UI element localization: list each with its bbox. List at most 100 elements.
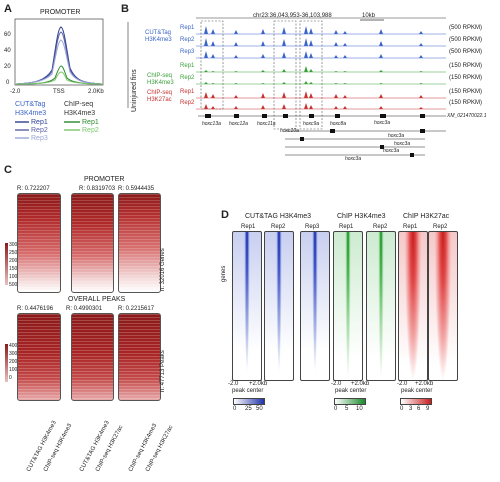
- panel-d-rep-label-1: Rep1: [241, 224, 256, 230]
- track-signal-peak: [261, 41, 265, 46]
- panel-d-group-chip-h3k27ac: ChIP H3K27ac: [403, 213, 450, 220]
- track-signal-peak: [343, 95, 347, 98]
- panel-a-legend-chip-rep2: Rep2: [82, 127, 99, 134]
- track-signal-peak: [234, 42, 238, 46]
- panel-a-cut-rep2-line: [15, 31, 103, 85]
- track-signal-peak: [343, 55, 347, 58]
- track-signal-peak: [334, 94, 338, 98]
- track-signal-peak: [343, 106, 347, 109]
- track-signal-peak: [334, 30, 338, 34]
- track-signal-peak: [379, 70, 383, 72]
- panel-d-scale1-0: 0: [233, 406, 237, 412]
- panel-d-group-cut-h3k4me3: CUT&TAG H3K4me3: [245, 213, 311, 220]
- panel-b-track5-range: (150 RPKM): [449, 75, 483, 81]
- panel-d-rep-label-2: Rep2: [271, 224, 286, 230]
- track-signal-peak: [282, 39, 286, 46]
- track-signal-peak: [304, 66, 308, 72]
- panel-b-group3-title1: ChIP-seq: [147, 90, 173, 96]
- panel-b-highlight-box-2: [273, 20, 297, 130]
- panel-a-xtick-left: -2.0: [10, 89, 21, 95]
- panel-a-chip-rep2-line: [15, 71, 103, 85]
- panel-c-promoter-scale-20000: 20000: [9, 258, 23, 264]
- panel-a-legend-cut-rep1: Rep1: [31, 119, 48, 126]
- panel-b-exon: [283, 114, 288, 118]
- track-signal-peak: [282, 82, 286, 84]
- track-signal-peak: [419, 43, 423, 46]
- panel-label-b: B: [121, 3, 129, 15]
- panel-c-promoter-scale-10000: 10000: [9, 274, 23, 280]
- panel-b-track2-range: (500 RPKM): [449, 37, 483, 43]
- track-signal-peak: [419, 95, 423, 98]
- track-signal-peak: [379, 94, 383, 98]
- track-signal-peak: [419, 31, 423, 34]
- panel-b-track7-range: (150 RPKM): [449, 100, 483, 106]
- panel-a-xtick-right: 2.0Kb: [88, 89, 104, 95]
- panel-b-track5-rep: Rep2: [180, 75, 195, 81]
- panel-d-axis1-right: +2.0kb: [249, 381, 268, 387]
- panel-a-legend-cut-title1: CUT&Tag: [15, 101, 46, 108]
- track-signal-peak: [334, 42, 338, 46]
- track-signal-peak: [234, 30, 238, 34]
- track-signal-peak: [334, 71, 338, 72]
- track-signal-peak: [211, 29, 215, 34]
- panel-a-frame: [14, 18, 104, 86]
- track-signal-peak: [204, 104, 208, 109]
- panel-d-scale2-5: 5: [345, 406, 349, 412]
- track-signal-peak: [211, 71, 215, 72]
- panel-d-rep-label-6: Rep1: [403, 224, 418, 230]
- panel-d-heatmap-cut-rep3: [300, 231, 330, 381]
- panel-b-gene-hoxc13a: hoxc13a: [202, 121, 221, 127]
- panel-a-legend-chip-title2: H3K4me3: [64, 110, 96, 117]
- panel-a-ytick-40: 40: [4, 48, 11, 54]
- panel-b-exon: [420, 129, 425, 133]
- panel-d-heatmap-chip-h3k4me3-rep1: [333, 231, 363, 381]
- track-signal-peak: [211, 106, 215, 109]
- track-signal-peak: [304, 38, 308, 46]
- track-signal-peak: [234, 55, 238, 58]
- panel-d-axis2-sub: peak center: [335, 388, 367, 394]
- panel-d-colorbar-green: [334, 398, 366, 405]
- panel-b-exon: [309, 114, 314, 118]
- track-signal-peak: [379, 54, 383, 58]
- panel-b-exon: [380, 145, 384, 149]
- panel-c-peaks-scale-30000: 30000: [9, 351, 23, 357]
- panel-b-track3-rep: Rep3: [180, 49, 195, 55]
- panel-d-colorbar-red: [400, 398, 432, 405]
- track-signal-peak: [304, 103, 308, 109]
- panel-d-axis2-right: +2.0kb: [351, 381, 370, 387]
- panel-label-d: D: [221, 209, 229, 221]
- panel-b-gene-hoxc3a-3: hoxc3a: [394, 141, 411, 147]
- panel-c-peaks-heatmap-1: [17, 313, 61, 401]
- panel-c-peaks-heatmap-2: [71, 313, 114, 401]
- panel-c-promoter-r3: R: 0.5944435: [118, 186, 155, 192]
- panel-c-promoter-r1: R: 0.722207: [17, 186, 50, 192]
- panel-a-ytick-60: 60: [4, 32, 11, 38]
- track-signal-peak: [204, 70, 208, 72]
- panel-a-xtick-tss: TSS: [53, 89, 65, 95]
- panel-c-promoter-scalebar: [5, 243, 8, 285]
- track-signal-peak: [379, 106, 383, 109]
- panel-d-axis1-sub: peak center: [232, 388, 264, 394]
- track-signal-peak: [304, 81, 308, 84]
- panel-c-promoter-n: n: 32016 Genes: [160, 248, 166, 291]
- panel-a-legend-cut-title2: H3K4me3: [15, 110, 47, 117]
- panel-b-group1-title1: CUT&Tag: [145, 30, 172, 36]
- panel-b-track4-rep: Rep1: [180, 63, 195, 69]
- panel-b-track1-rep: Rep1: [180, 25, 195, 31]
- panel-b-exon: [420, 114, 425, 118]
- track-signal-peak: [234, 83, 238, 84]
- panel-b-highlight-box-3: [299, 20, 323, 130]
- track-signal-peak: [211, 54, 215, 58]
- panel-c-peaks-n: n: 47713 Peaks: [160, 350, 166, 392]
- panel-c-promoter-heatmap-2: [71, 193, 114, 293]
- panel-c-promoter-heatmap-3: [118, 193, 161, 293]
- panel-a-cut-rep3-line: [15, 39, 103, 85]
- panel-b-gene-hoxc3a-5: hoxc3a: [345, 156, 362, 162]
- panel-d-scale3-0: 0: [400, 406, 404, 412]
- panel-d-scale2-0: 0: [334, 406, 338, 412]
- panel-c-peaks-scale-40000: 40000: [9, 343, 23, 349]
- panel-b-exon: [234, 114, 239, 118]
- panel-c-promoter-heatmap-1: [17, 193, 61, 293]
- panel-c-peaks-r3: R: 0.2215617: [118, 306, 155, 312]
